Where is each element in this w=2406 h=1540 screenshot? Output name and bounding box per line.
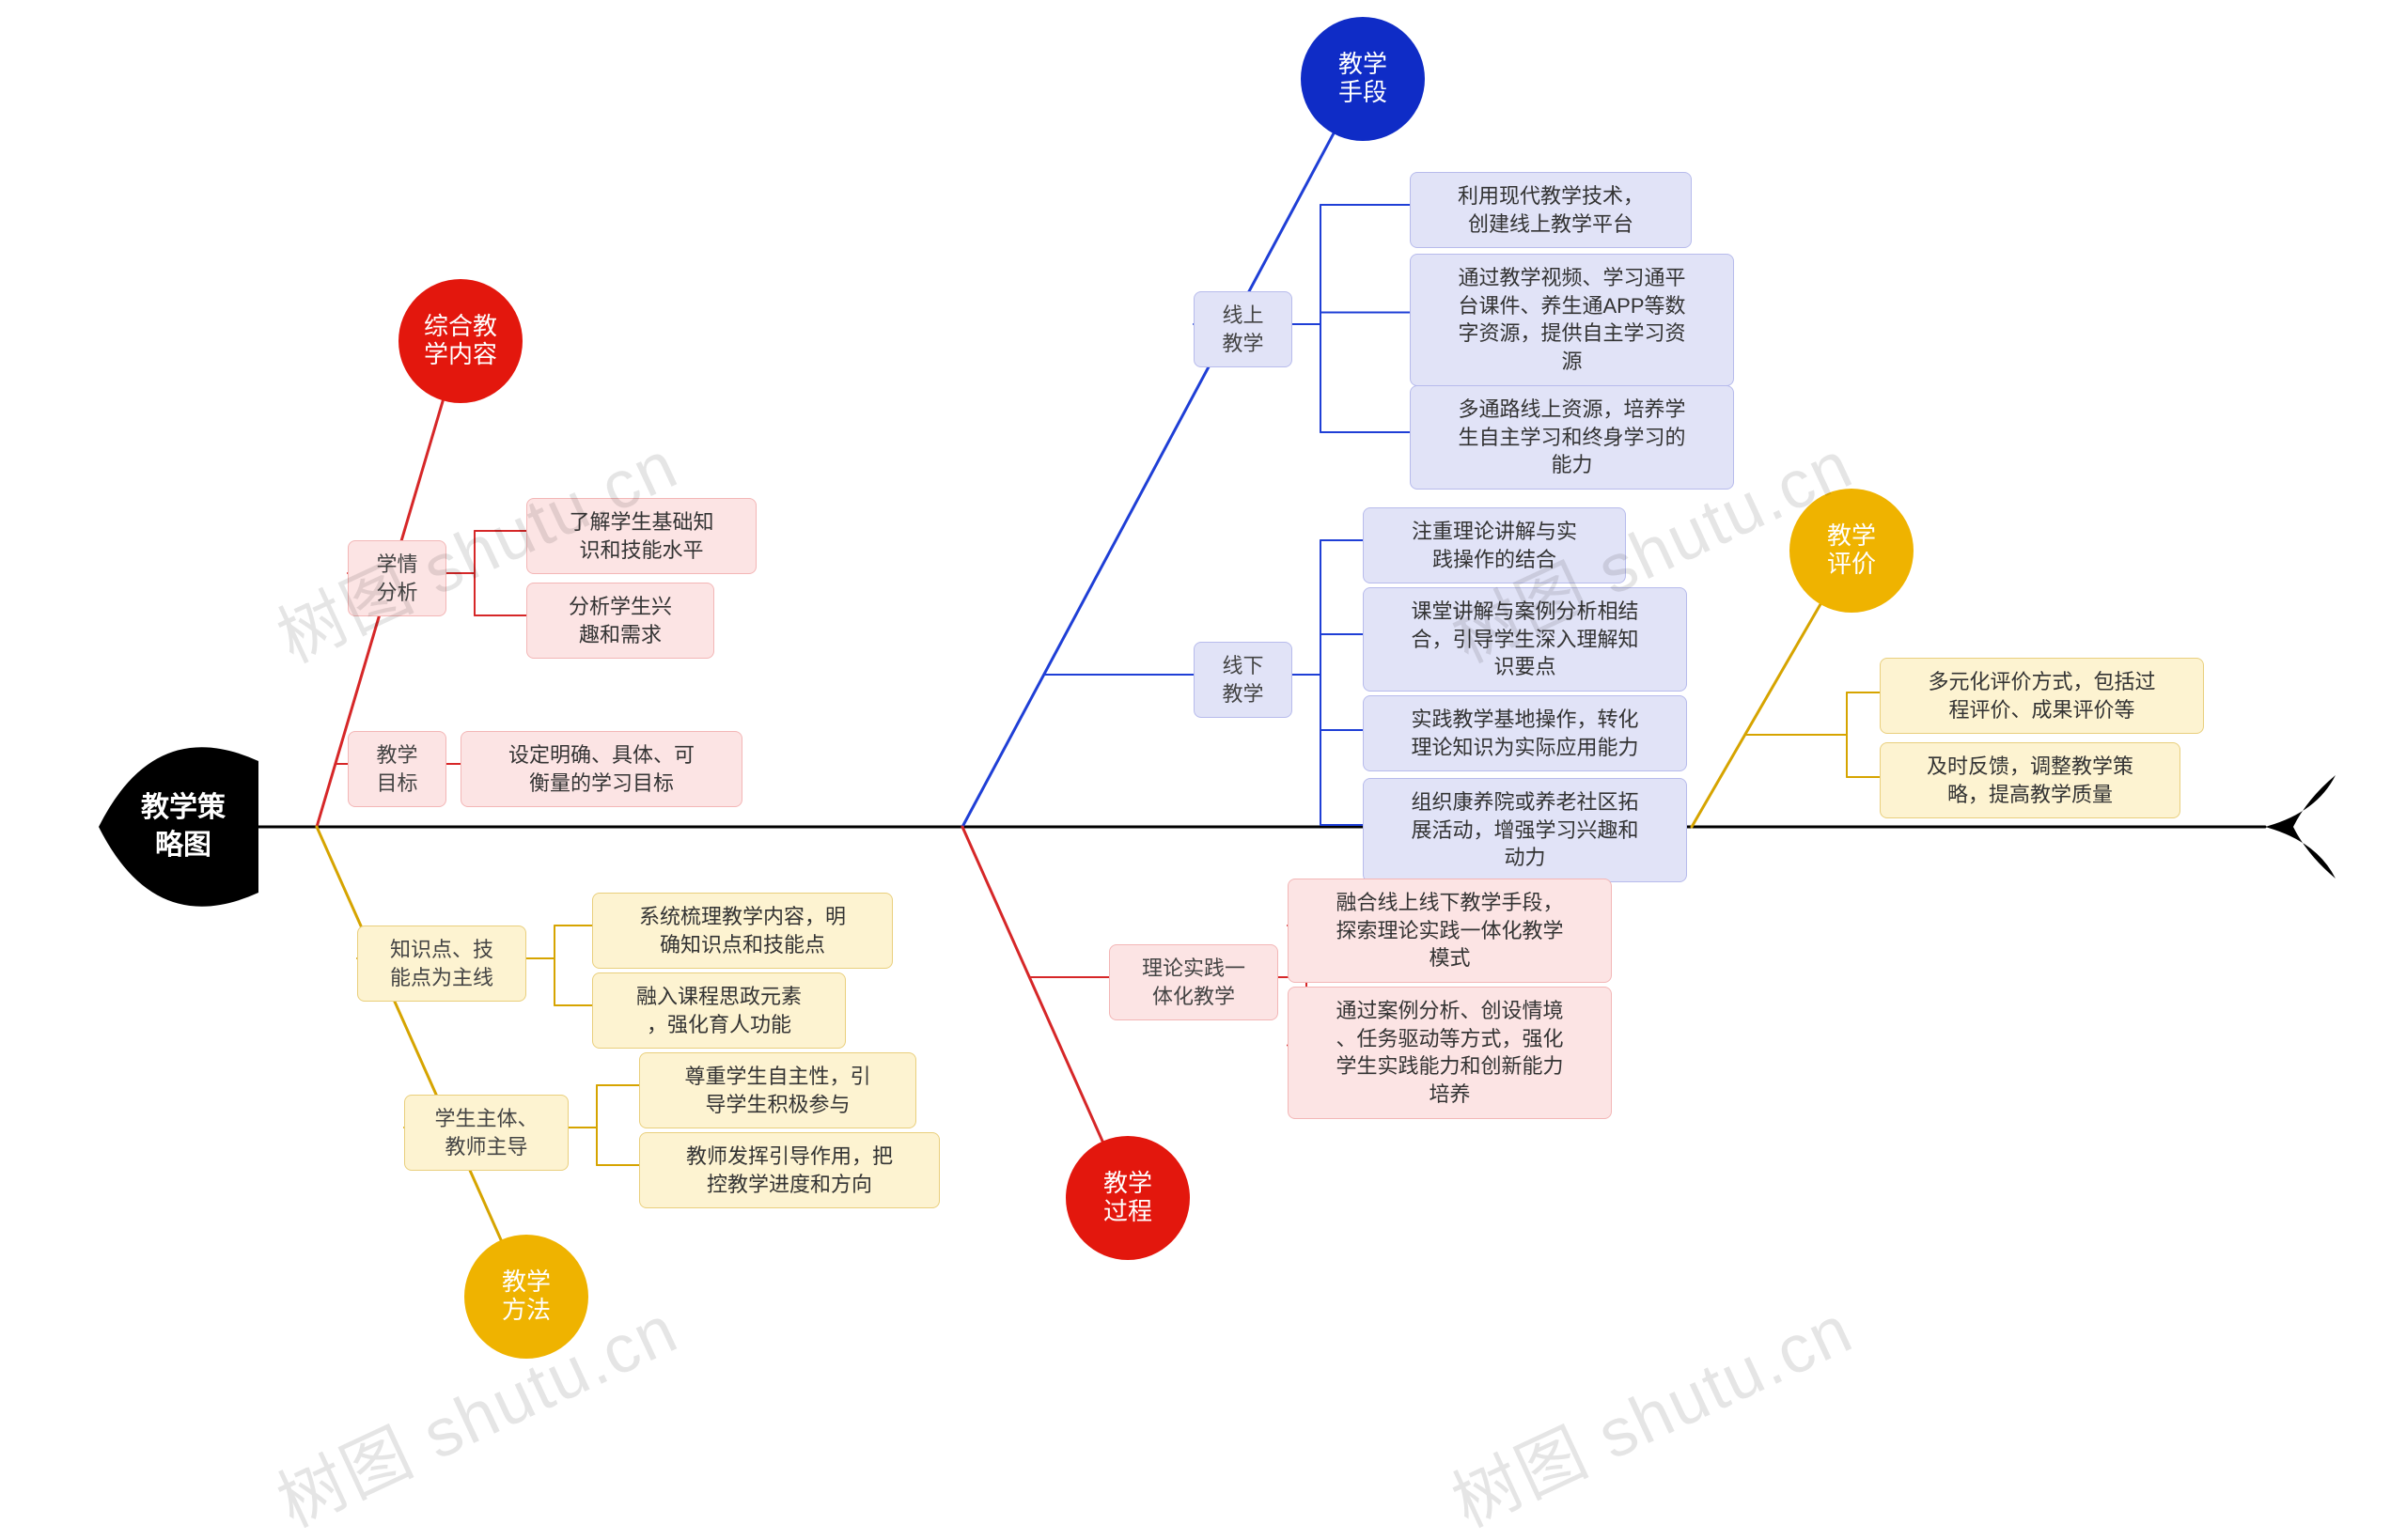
leaf-box: 分析学生兴 趣和需求 [526, 583, 714, 659]
leaf-box: 多通路线上资源，培养学 生自主学习和终身学习的 能力 [1410, 385, 1734, 490]
branch-circle: 教学 方法 [464, 1235, 588, 1359]
node-text: 理论实践一 体化教学 [1142, 955, 1245, 1010]
node-text: 教学 目标 [376, 741, 417, 797]
branch-circle: 教学 评价 [1789, 489, 1914, 613]
branch-label: 学生主体、 教师主导 [404, 1095, 569, 1171]
node-text: 教学 手段 [1338, 51, 1387, 107]
node-text: 及时反馈，调整教学策 略，提高教学质量 [1927, 753, 2133, 808]
leaf-box: 多元化评价方式，包括过 程评价、成果评价等 [1880, 658, 2204, 734]
node-text: 注重理论讲解与实 践操作的结合 [1412, 518, 1577, 573]
leaf-box: 通过教学视频、学习通平 台课件、养生通APP等数 字资源，提供自主学习资 源 [1410, 254, 1734, 386]
node-text: 尊重学生自主性，引 导学生积极参与 [684, 1063, 870, 1118]
leaf-box: 课堂讲解与案例分析相结 合，引导学生深入理解知 识要点 [1363, 587, 1687, 692]
branch-label: 教学 目标 [348, 731, 446, 807]
branch-circle: 教学 过程 [1066, 1136, 1190, 1260]
leaf-box: 融入课程思政元素 ，强化育人功能 [592, 972, 846, 1049]
node-text: 多通路线上资源，培养学 生自主学习和终身学习的 能力 [1458, 396, 1685, 479]
branch-label: 线下 教学 [1194, 642, 1292, 718]
branch-label: 知识点、技 能点为主线 [357, 926, 526, 1002]
node-text: 线下 教学 [1222, 652, 1263, 708]
node-text: 综合教 学内容 [424, 313, 497, 369]
leaf-box: 了解学生基础知 识和技能水平 [526, 498, 757, 574]
fishbone-diagram: 教学策 略图 综合教 学内容 教学 手段教学 评价教学 方法 教学 过程 学情 分析 了解… [0, 0, 2406, 1540]
node-text: 利用现代教学技术， 创建线上教学平台 [1458, 182, 1644, 238]
leaf-box: 教师发挥引导作用，把 控教学进度和方向 [639, 1132, 940, 1208]
node-text: 线上 教学 [1222, 302, 1263, 357]
node-text: 教学 评价 [1827, 522, 1876, 579]
branch-circle: 综合教 学内容 [398, 279, 523, 403]
node-text: 教师发挥引导作用，把 控教学进度和方向 [686, 1143, 893, 1198]
leaf-box: 利用现代教学技术， 创建线上教学平台 [1410, 172, 1692, 248]
node-text: 分析学生兴 趣和需求 [569, 593, 672, 648]
node-text: 教学 方法 [502, 1268, 551, 1325]
leaf-box: 设定明确、具体、可 衡量的学习目标 [461, 731, 742, 807]
branch-circle: 教学 手段 [1301, 17, 1425, 141]
leaf-box: 及时反馈，调整教学策 略，提高教学质量 [1880, 742, 2180, 818]
node-text: 教学 过程 [1103, 1170, 1152, 1226]
node-text: 融合线上线下教学手段， 探索理论实践一体化教学 模式 [1336, 889, 1563, 972]
node-text: 多元化评价方式，包括过 程评价、成果评价等 [1928, 668, 2155, 723]
node-text: 课堂讲解与案例分析相结 合，引导学生深入理解知 识要点 [1411, 598, 1638, 681]
node-text: 通过案例分析、创设情境 、任务驱动等方式，强化 学生实践能力和创新能力 培养 [1336, 997, 1563, 1109]
node-text: 设定明确、具体、可 衡量的学习目标 [508, 741, 695, 797]
node-text: 组织康养院或养老社区拓 展活动，增强学习兴趣和 动力 [1411, 788, 1638, 872]
leaf-box: 融合线上线下教学手段， 探索理论实践一体化教学 模式 [1288, 879, 1612, 983]
node-text: 知识点、技 能点为主线 [390, 936, 493, 991]
node-text: 通过教学视频、学习通平 台课件、养生通APP等数 字资源，提供自主学习资 源 [1458, 264, 1685, 376]
leaf-box: 实践教学基地操作，转化 理论知识为实际应用能力 [1363, 695, 1687, 771]
watermark: 树图 shutu.cn [1434, 1274, 1867, 1540]
node-text: 了解学生基础知 识和技能水平 [569, 508, 713, 564]
branch-label: 线上 教学 [1194, 291, 1292, 367]
node-text: 实践教学基地操作，转化 理论知识为实际应用能力 [1411, 706, 1638, 761]
node-text: 系统梳理教学内容，明 确知识点和技能点 [639, 903, 846, 958]
branch-label: 学情 分析 [348, 540, 446, 616]
fish-head-label: 教学策 略图 [141, 789, 226, 865]
node-text: 学生主体、 教师主导 [434, 1105, 538, 1160]
branch-label: 理论实践一 体化教学 [1109, 944, 1278, 1020]
watermark-text: 树图 shutu.cn [1442, 1291, 1864, 1540]
leaf-box: 通过案例分析、创设情境 、任务驱动等方式，强化 学生实践能力和创新能力 培养 [1288, 987, 1612, 1119]
leaf-box: 注重理论讲解与实 践操作的结合 [1363, 507, 1626, 583]
node-text: 学情 分析 [376, 551, 417, 606]
leaf-box: 组织康养院或养老社区拓 展活动，增强学习兴趣和 动力 [1363, 778, 1687, 882]
fish-head: 教学策 略图 [113, 780, 254, 874]
leaf-box: 系统梳理教学内容，明 确知识点和技能点 [592, 893, 893, 969]
node-text: 融入课程思政元素 ，强化育人功能 [636, 983, 802, 1038]
leaf-box: 尊重学生自主性，引 导学生积极参与 [639, 1052, 916, 1128]
